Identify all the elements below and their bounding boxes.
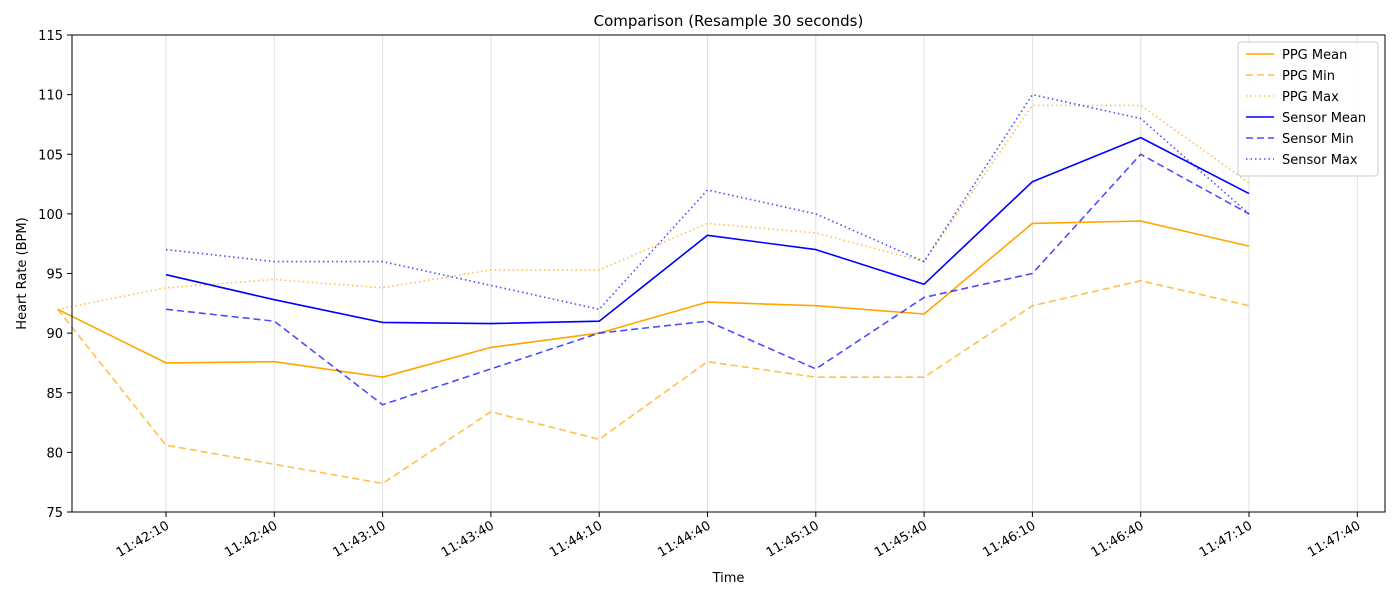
legend-label-ppg-min: PPG Min bbox=[1282, 69, 1335, 84]
y-tick-label: 75 bbox=[46, 506, 63, 521]
series-line-ppg-mean bbox=[57, 220, 1250, 379]
y-axis-title: Heart Rate (BPM) bbox=[15, 217, 30, 329]
y-tick-label: 95 bbox=[46, 268, 63, 283]
y-tick-label: 105 bbox=[38, 148, 63, 163]
series-line-ppg-min bbox=[57, 279, 1250, 485]
legend-label-sensor-mean: Sensor Mean bbox=[1282, 111, 1366, 126]
series-line-sensor-mean bbox=[165, 136, 1250, 325]
y-tick-label: 85 bbox=[46, 387, 63, 402]
y-tick-label: 80 bbox=[46, 446, 63, 461]
y-tick-label: 115 bbox=[38, 29, 63, 44]
series-line-sensor-max bbox=[165, 93, 1250, 311]
y-tick-label: 90 bbox=[46, 327, 63, 342]
y-tick-label: 110 bbox=[38, 89, 63, 104]
series-line-sensor-min bbox=[165, 153, 1250, 406]
legend-label-sensor-min: Sensor Min bbox=[1282, 132, 1354, 147]
y-tick-label: 100 bbox=[38, 208, 63, 223]
legend-label-ppg-max: PPG Max bbox=[1282, 90, 1339, 105]
y-axis: 75 80 85 90 95 100 105 110 115 bbox=[38, 29, 72, 521]
series-lines bbox=[57, 93, 1250, 485]
legend-label-ppg-mean: PPG Mean bbox=[1282, 48, 1347, 63]
x-axis-title: Time bbox=[712, 571, 745, 586]
legend: PPG Mean PPG Min PPG Max Sensor Mean Sensor … bbox=[1237, 41, 1379, 177]
chart-title: Comparison (Resample 30 seconds) bbox=[594, 12, 864, 30]
legend-label-sensor-max: Sensor Max bbox=[1282, 153, 1358, 168]
